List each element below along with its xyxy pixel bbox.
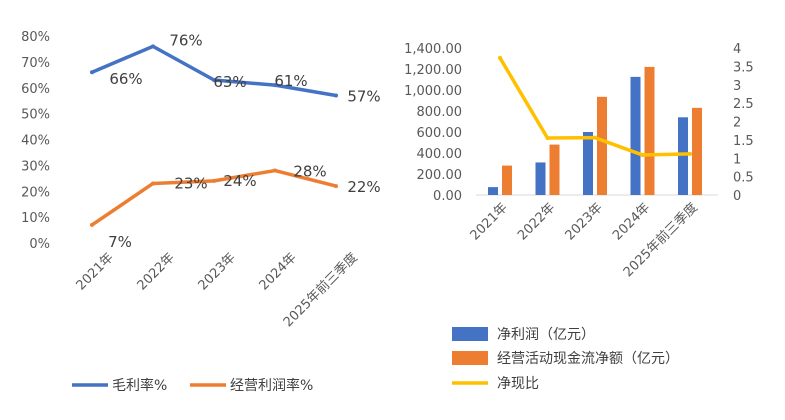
legend-swatch bbox=[452, 327, 488, 341]
legend-swatch bbox=[452, 351, 488, 365]
left-y-tick: 20% bbox=[21, 185, 50, 200]
data-point bbox=[273, 168, 277, 173]
data-point bbox=[151, 181, 155, 186]
data-point bbox=[498, 55, 502, 60]
data-point bbox=[212, 77, 216, 82]
data-point bbox=[90, 70, 94, 75]
bar-net-profit bbox=[583, 132, 593, 195]
left-y-tick: 70% bbox=[21, 56, 50, 71]
left-axis-tick: 0.00 bbox=[433, 189, 462, 204]
legend-label: 经营利润率% bbox=[230, 377, 313, 394]
right-axis-tick: 2.5 bbox=[733, 97, 754, 112]
bar-operating-cash-flow bbox=[692, 107, 702, 195]
left-x-tick: 2021年 bbox=[74, 250, 117, 293]
left-axis-tick: 600.00 bbox=[417, 126, 463, 141]
left-y-tick: 0% bbox=[29, 237, 50, 252]
left-y-tick: 80% bbox=[21, 30, 50, 45]
data-label: 63% bbox=[213, 73, 246, 91]
right-x-tick: 2024年 bbox=[610, 200, 653, 243]
data-point bbox=[334, 184, 338, 189]
legend-label: 净现比 bbox=[497, 376, 539, 392]
left-y-tick: 10% bbox=[21, 211, 50, 226]
left-y-tick: 30% bbox=[21, 159, 50, 174]
left-axis-tick: 1,200.00 bbox=[404, 63, 462, 78]
left-y-tick: 50% bbox=[21, 108, 50, 123]
left-x-tick: 2023年 bbox=[196, 250, 239, 293]
data-point bbox=[545, 136, 550, 141]
bar-operating-cash-flow bbox=[597, 96, 607, 195]
data-point bbox=[593, 135, 597, 140]
left-axis-tick: 200.00 bbox=[417, 168, 463, 183]
bar-net-profit bbox=[678, 117, 688, 195]
bar-net-profit bbox=[488, 187, 498, 195]
right-combo-chart: 0.00 200.00 400.00 600.00 800.00 1,000.00 1,20… bbox=[404, 42, 754, 392]
bar-net-profit bbox=[535, 162, 546, 195]
series-line-cash-ratio bbox=[498, 56, 692, 157]
data-label: 24% bbox=[223, 172, 256, 190]
bar-net-profit bbox=[630, 76, 641, 195]
bar-operating-cash-flow bbox=[549, 144, 560, 195]
right-axis-tick: 4 bbox=[733, 42, 741, 57]
legend-label: 毛利率% bbox=[112, 377, 167, 394]
data-label: 23% bbox=[174, 174, 207, 192]
right-axis-tick: 0 bbox=[733, 189, 741, 204]
data-point bbox=[334, 93, 338, 98]
left-x-tick: 2022年 bbox=[135, 250, 178, 293]
right-x-tick: 2022年 bbox=[515, 200, 558, 243]
data-label: 61% bbox=[274, 72, 307, 90]
left-axis-tick: 400.00 bbox=[417, 147, 463, 162]
legend-label: 经营活动现金流净额（亿元） bbox=[497, 351, 679, 367]
right-axis-tick: 2 bbox=[733, 116, 741, 131]
right-x-tick: 2021年 bbox=[468, 200, 511, 243]
legend-label: 净利润（亿元） bbox=[497, 327, 595, 343]
data-point bbox=[688, 151, 692, 156]
data-label: 7% bbox=[108, 233, 132, 251]
bar-operating-cash-flow bbox=[502, 165, 512, 195]
right-axis-tick: 3 bbox=[733, 79, 741, 94]
data-label: 76% bbox=[169, 31, 202, 49]
left-axis-tick: 1,400.00 bbox=[404, 42, 462, 57]
data-label: 22% bbox=[347, 178, 380, 196]
data-point bbox=[151, 44, 155, 49]
right-axis-tick: 3.5 bbox=[733, 60, 754, 75]
left-x-tick: 2024年 bbox=[257, 250, 300, 293]
right-x-tick: 2023年 bbox=[563, 200, 606, 243]
data-point bbox=[273, 83, 277, 88]
right-axis-tick: 1 bbox=[733, 152, 741, 167]
left-y-tick: 40% bbox=[21, 134, 50, 149]
data-point bbox=[212, 178, 216, 183]
data-point bbox=[640, 152, 645, 157]
right-axis-tick: 1.5 bbox=[733, 134, 754, 149]
data-label: 66% bbox=[109, 70, 142, 88]
data-label: 57% bbox=[347, 88, 380, 106]
bar-operating-cash-flow bbox=[644, 66, 655, 196]
data-point bbox=[90, 222, 94, 227]
left-axis-tick: 1,000.00 bbox=[404, 84, 462, 99]
data-label: 28% bbox=[293, 163, 326, 181]
left-y-tick: 60% bbox=[21, 82, 50, 97]
left-line-chart: 0% 10% 20% 30% 40% 50% 60% 70% 80% 2021年 2022年 2023… bbox=[21, 30, 381, 394]
left-axis-tick: 800.00 bbox=[417, 105, 463, 120]
right-axis-tick: 0.5 bbox=[733, 171, 754, 186]
